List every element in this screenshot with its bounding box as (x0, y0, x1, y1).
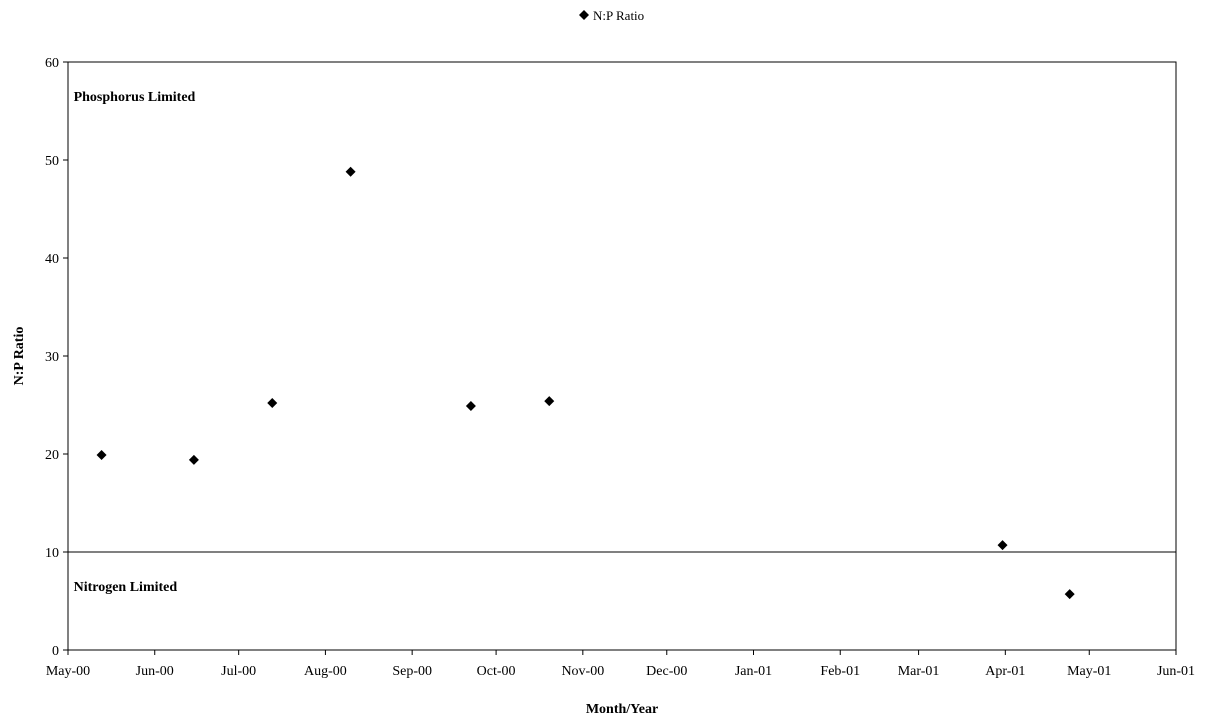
data-point (96, 449, 107, 460)
x-tick-label: Feb-01 (820, 664, 860, 679)
x-tick-label: Apr-01 (985, 664, 1025, 679)
data-point (267, 398, 278, 409)
x-tick-label: Mar-01 (898, 664, 940, 679)
series-np-ratio (96, 166, 1075, 600)
x-tick-label: Oct-00 (477, 664, 516, 679)
legend-label: N:P Ratio (593, 8, 644, 23)
y-tick-label: 30 (45, 350, 59, 365)
data-point (544, 396, 555, 407)
y-axis-title: N:P Ratio (12, 327, 27, 386)
data-point (1064, 589, 1075, 600)
x-tick-label: Aug-00 (304, 664, 347, 679)
x-tick-label: Dec-00 (646, 664, 687, 679)
data-point (345, 166, 356, 177)
y-tick-label: 50 (45, 154, 59, 169)
y-tick-label: 10 (45, 546, 59, 561)
data-point (465, 400, 476, 411)
x-tick-label: Jan-01 (735, 664, 772, 679)
x-tick-label: Jun-00 (136, 664, 174, 679)
y-tick-label: 60 (45, 56, 59, 71)
x-tick-label: Jun-01 (1157, 664, 1195, 679)
data-point (188, 454, 199, 465)
x-tick-label: Jul-00 (221, 664, 256, 679)
legend: N:P Ratio (579, 8, 644, 23)
y-tick-label: 40 (45, 252, 59, 267)
x-tick-label: May-00 (46, 664, 90, 679)
legend-diamond-icon (579, 10, 589, 20)
annotation-nitrogen-limited: Nitrogen Limited (74, 580, 178, 595)
x-tick-label: May-01 (1067, 664, 1111, 679)
plot-area (67, 61, 1177, 651)
y-axis: 0 10 20 30 40 50 60 (45, 56, 68, 659)
x-axis-title: Month/Year (586, 702, 658, 717)
data-point (997, 540, 1008, 551)
y-tick-label: 20 (45, 448, 59, 463)
y-tick-label: 0 (52, 644, 59, 659)
x-tick-label: Sep-00 (392, 664, 432, 679)
annotation-phosphorus-limited: Phosphorus Limited (74, 90, 196, 105)
x-tick-label: Nov-00 (561, 664, 604, 679)
x-axis: May-00 Jun-00 Jul-00 Aug-00 Sep-00 Oct-00 Nov-… (46, 650, 1195, 679)
